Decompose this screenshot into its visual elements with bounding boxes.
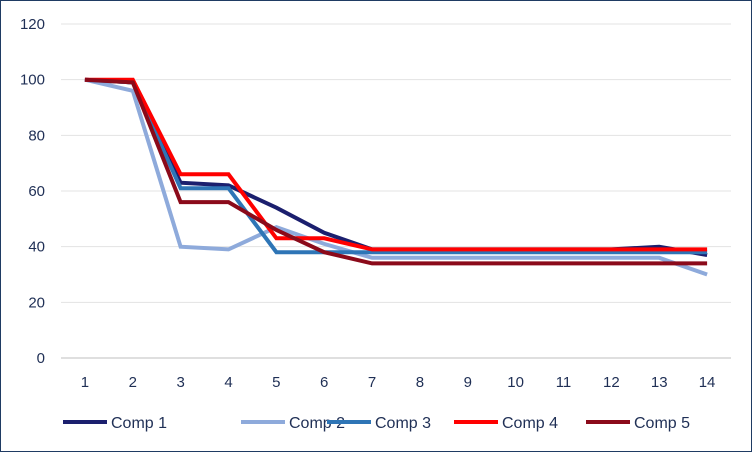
y-tick-label: 0: [37, 350, 45, 367]
y-tick-label: 120: [20, 16, 45, 33]
x-tick-label: 11: [556, 374, 572, 391]
y-tick-label: 20: [28, 294, 45, 311]
legend: Comp 1 Comp 2 Comp 3 Comp 4 Comp 5: [63, 415, 690, 432]
x-tick-label: 3: [176, 374, 184, 391]
y-tick-label: 40: [28, 239, 45, 256]
legend-label-comp-2: Comp 2: [289, 415, 345, 432]
x-tick-label: 5: [272, 374, 280, 391]
x-tick-label: 10: [507, 374, 524, 391]
series-line-comp-2: [84, 77, 708, 277]
x-tick-label: 7: [368, 374, 376, 391]
x-tick-label: 6: [320, 374, 328, 391]
x-tick-label: 12: [603, 374, 620, 391]
x-tick-label: 2: [129, 374, 137, 391]
y-tick-label: 60: [28, 183, 45, 200]
x-tick-label: 4: [224, 374, 232, 391]
series-lines: [84, 77, 708, 277]
x-tick-label: 9: [464, 374, 472, 391]
series-line-comp-4: [84, 77, 708, 252]
legend-label-comp-4: Comp 4: [502, 415, 558, 432]
y-tick-label: 100: [20, 72, 45, 89]
x-tick-label: 1: [81, 374, 89, 391]
x-tick-label: 13: [651, 374, 668, 391]
x-axis-ticks: 1 2 3 4 5 6 7 8 9 10 11 12 13 14: [81, 374, 716, 391]
x-tick-label: 8: [416, 374, 424, 391]
legend-label-comp-5: Comp 5: [634, 415, 690, 432]
y-tick-label: 80: [28, 127, 45, 144]
y-axis-ticks: 0 20 40 60 80 100 120: [20, 16, 45, 367]
series-line-comp-3: [84, 77, 708, 255]
legend-label-comp-3: Comp 3: [375, 415, 431, 432]
legend-label-comp-1: Comp 1: [111, 415, 167, 432]
series-line-comp-5: [84, 77, 708, 266]
x-tick-label: 14: [699, 374, 716, 391]
gridlines: [61, 23, 731, 359]
